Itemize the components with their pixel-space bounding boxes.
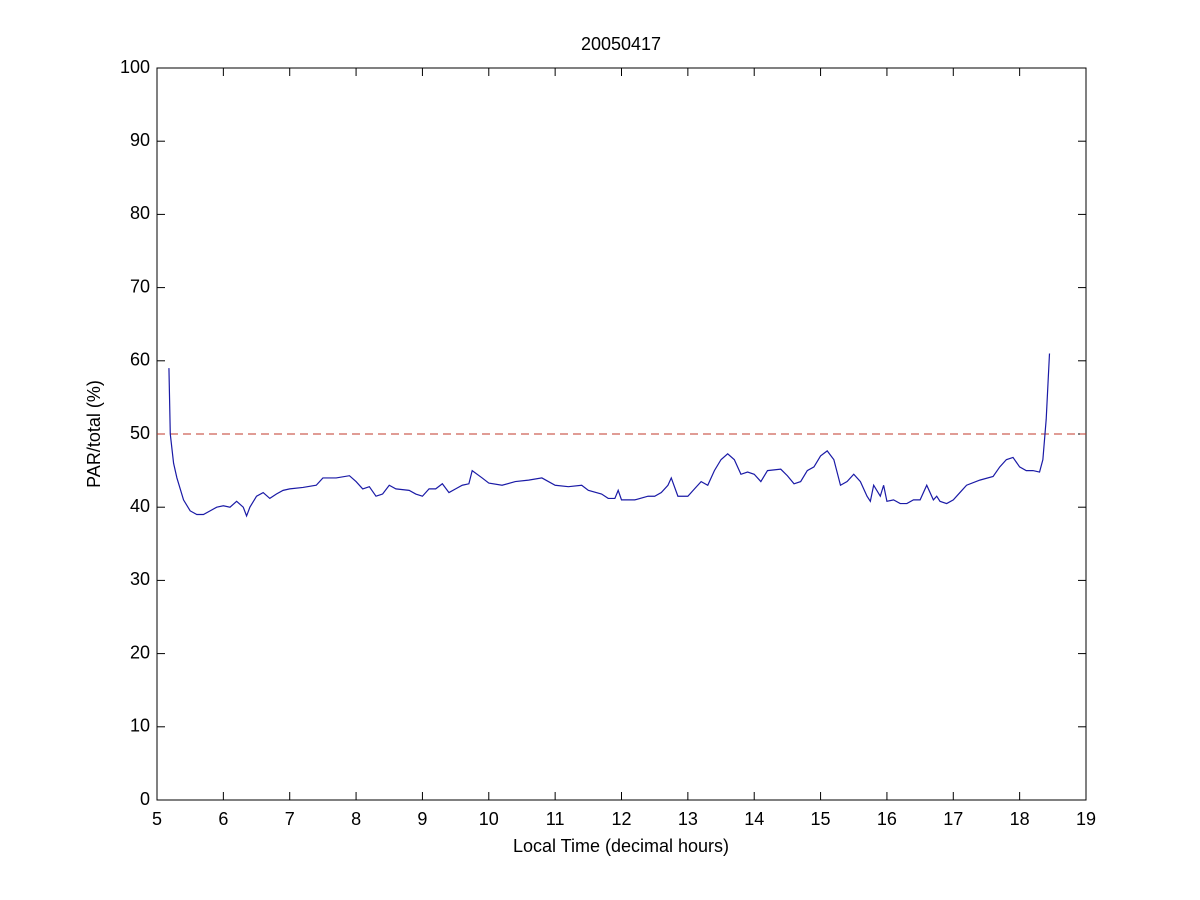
y-tick-label: 100 — [120, 57, 150, 77]
y-tick-label: 70 — [130, 276, 150, 296]
data-line — [168, 353, 1051, 518]
x-tick-label: 18 — [1010, 809, 1030, 829]
x-tick-label: 19 — [1076, 809, 1096, 829]
x-tick-label: 17 — [943, 809, 963, 829]
x-axis-label: Local Time (decimal hours) — [513, 836, 729, 856]
x-tick-label: 8 — [351, 809, 361, 829]
y-tick-label: 60 — [130, 350, 150, 370]
x-tick-label: 10 — [479, 809, 499, 829]
y-tick-label: 80 — [130, 203, 150, 223]
y-tick-label: 90 — [130, 130, 150, 150]
y-tick-label: 50 — [130, 423, 150, 443]
y-tick-label: 20 — [130, 642, 150, 662]
y-tick-label: 40 — [130, 496, 150, 516]
x-tick-label: 6 — [218, 809, 228, 829]
chart-title: 20050417 — [581, 34, 661, 54]
x-tick-label: 12 — [611, 809, 631, 829]
x-tick-label: 13 — [678, 809, 698, 829]
y-tick-label: 10 — [130, 716, 150, 736]
x-tick-label: 9 — [417, 809, 427, 829]
x-tick-label: 16 — [877, 809, 897, 829]
x-tick-label: 7 — [285, 809, 295, 829]
x-tick-label: 5 — [152, 809, 162, 829]
y-tick-label: 30 — [130, 569, 150, 589]
x-tick-label: 11 — [546, 809, 565, 829]
y-axis-label: PAR/total (%) — [84, 380, 104, 488]
x-tick-label: 14 — [744, 809, 764, 829]
y-tick-label: 0 — [140, 789, 150, 809]
x-tick-label: 15 — [811, 809, 831, 829]
